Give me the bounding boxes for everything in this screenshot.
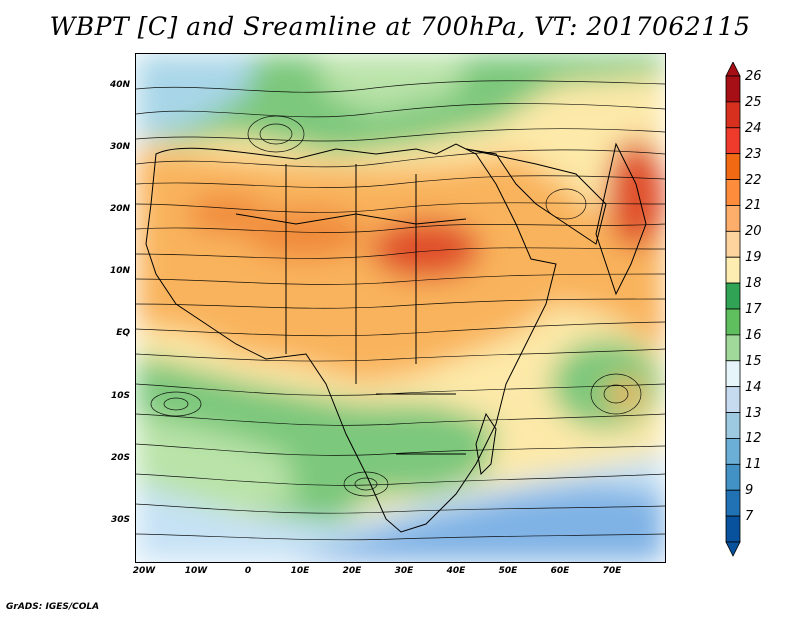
colorbar-swatch [725,334,741,362]
lat-label-10n: 10N [109,266,130,276]
colorbar-swatch [725,153,741,180]
lat-label-20n: 20N [109,204,130,214]
lat-label-40n: 40N [109,80,130,90]
colorbar-swatch [725,412,741,439]
colorbar-label: 12 [745,431,762,447]
colorbar-swatch [725,256,741,284]
map-canvas [136,54,665,562]
colorbar-swatch [725,230,741,258]
lon-label-40e: 40E [446,566,466,576]
lon-label-10w: 10W [184,566,208,576]
colorbar-label: 21 [745,198,762,214]
colorbar-label: 14 [745,379,762,395]
lon-label-70e: 70E [602,566,622,576]
lon-label-30e: 30E [394,566,414,576]
colorbar-swatch [725,386,741,413]
lat-label-30n: 30N [109,142,130,152]
colorbar-swatch [725,489,741,517]
colorbar-swatch [725,360,741,388]
colorbar-label: 24 [745,120,762,136]
lon-label-0: 0 [244,566,252,576]
colorbar-swatch [725,438,741,465]
colorbar-label: 19 [745,250,762,266]
colorbar-swatch [725,515,741,543]
lon-label-50e: 50E [498,566,518,576]
colorbar-swatch [725,179,741,206]
colorbar-label: 20 [745,224,762,240]
map-title: WBPT [C] and Sreamline at 700hPa, VT: 20… [49,12,751,41]
colorbar-label: 22 [745,172,762,188]
lon-label-10e: 10E [290,566,310,576]
lat-label-30s: 30S [110,515,130,525]
wbpt-field [136,54,665,562]
lat-label-10s: 10S [110,391,130,401]
colorbar-label: 16 [745,327,762,343]
colorbar-label: 23 [745,146,762,162]
lon-label-20e: 20E [342,566,362,576]
grads-credit: GrADS: IGES/COLA [6,602,100,612]
colorbar-label: 9 [745,483,754,499]
colorbar-swatch [725,282,741,310]
lat-label-20s: 20S [110,453,130,463]
colorbar-label: 15 [745,353,762,369]
colorbar-label: 11 [745,457,762,473]
colorbar-swatch [725,308,741,336]
map-panel[interactable] [135,53,666,563]
colorbar-swatch [725,127,741,155]
colorbar-label: 18 [745,276,762,292]
coastlines [145,142,647,533]
colorbar-label: 26 [745,69,762,84]
colorbar-label: 13 [745,405,762,421]
colorbar-label: 17 [745,302,762,317]
colorbar [725,62,741,557]
colorbar-label: 25 [745,94,762,110]
lon-label-20w: 20W [132,566,156,576]
colorbar-swatch [725,463,741,491]
colorbar-label: 7 [745,509,754,525]
lat-label-eq: EQ [116,328,130,338]
colorbar-swatch [725,75,741,103]
colorbar-top-arrow [725,62,741,77]
colorbar-swatch [725,101,741,129]
colorbar-bottom-arrow [725,541,741,557]
lon-label-60e: 60E [550,566,570,576]
colorbar-swatch [725,205,741,232]
